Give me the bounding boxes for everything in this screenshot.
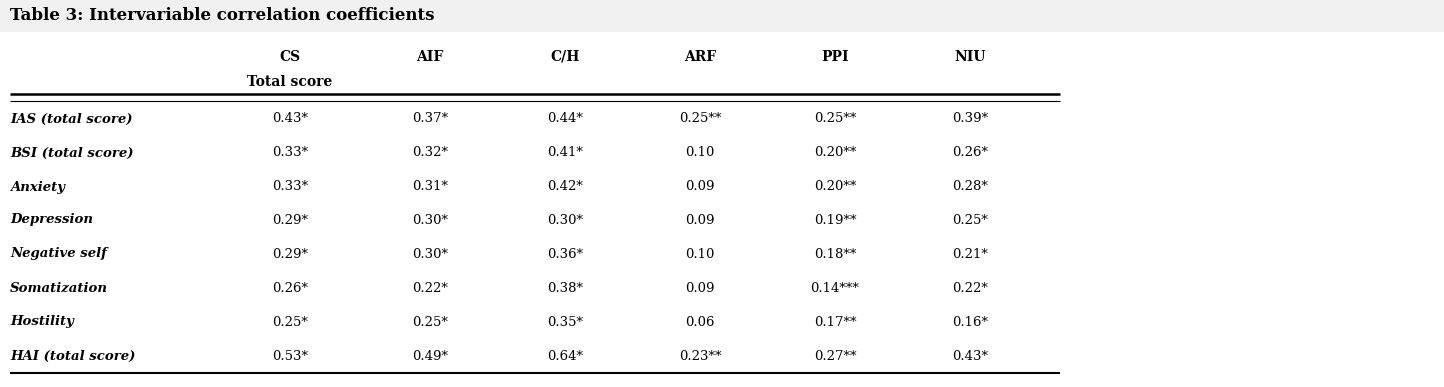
Text: 0.38*: 0.38* <box>547 281 583 295</box>
Text: 0.33*: 0.33* <box>271 147 308 159</box>
Text: ARF: ARF <box>684 50 716 64</box>
Text: 0.36*: 0.36* <box>547 248 583 260</box>
Text: 0.41*: 0.41* <box>547 147 583 159</box>
Text: 0.32*: 0.32* <box>412 147 448 159</box>
Text: 0.09: 0.09 <box>686 180 715 194</box>
Text: NIU: NIU <box>954 50 986 64</box>
Text: AIF: AIF <box>416 50 443 64</box>
Text: 0.44*: 0.44* <box>547 113 583 125</box>
Text: 0.43*: 0.43* <box>952 349 988 363</box>
Text: 0.43*: 0.43* <box>271 113 308 125</box>
Text: 0.26*: 0.26* <box>271 281 308 295</box>
Text: Negative self: Negative self <box>10 248 107 260</box>
Text: 0.29*: 0.29* <box>271 248 308 260</box>
Text: 0.26*: 0.26* <box>952 147 988 159</box>
Text: 0.29*: 0.29* <box>271 214 308 226</box>
Text: 0.09: 0.09 <box>686 281 715 295</box>
Text: 0.39*: 0.39* <box>952 113 988 125</box>
Text: HAI (total score): HAI (total score) <box>10 349 136 363</box>
Text: 0.22*: 0.22* <box>412 281 448 295</box>
Text: 0.25*: 0.25* <box>952 214 988 226</box>
Text: CS: CS <box>280 50 300 64</box>
Text: IAS (total score): IAS (total score) <box>10 113 133 125</box>
Text: 0.22*: 0.22* <box>952 281 988 295</box>
Text: 0.06: 0.06 <box>686 315 715 329</box>
Text: 0.30*: 0.30* <box>547 214 583 226</box>
Text: 0.53*: 0.53* <box>271 349 308 363</box>
Text: 0.16*: 0.16* <box>952 315 988 329</box>
Text: 0.25*: 0.25* <box>412 315 448 329</box>
Text: 0.35*: 0.35* <box>547 315 583 329</box>
Text: 0.18**: 0.18** <box>814 248 856 260</box>
Text: PPI: PPI <box>822 50 849 64</box>
Text: BSI (total score): BSI (total score) <box>10 147 133 159</box>
Text: 0.10: 0.10 <box>686 248 715 260</box>
Text: 0.64*: 0.64* <box>547 349 583 363</box>
Text: 0.10: 0.10 <box>686 147 715 159</box>
Text: 0.25**: 0.25** <box>814 113 856 125</box>
Text: 0.30*: 0.30* <box>412 248 448 260</box>
Text: 0.33*: 0.33* <box>271 180 308 194</box>
Text: 0.31*: 0.31* <box>412 180 448 194</box>
Text: 0.20**: 0.20** <box>814 147 856 159</box>
Text: 0.25*: 0.25* <box>271 315 308 329</box>
Text: 0.23**: 0.23** <box>679 349 721 363</box>
Text: 0.19**: 0.19** <box>814 214 856 226</box>
Text: 0.20**: 0.20** <box>814 180 856 194</box>
Text: Total score: Total score <box>247 75 332 89</box>
Text: 0.17**: 0.17** <box>814 315 856 329</box>
Text: Depression: Depression <box>10 214 92 226</box>
Text: 0.09: 0.09 <box>686 214 715 226</box>
Text: 0.21*: 0.21* <box>952 248 988 260</box>
Text: C/H: C/H <box>550 50 579 64</box>
Text: 0.25**: 0.25** <box>679 113 721 125</box>
Bar <box>0 0 1444 32</box>
Text: Hostility: Hostility <box>10 315 74 329</box>
Text: 0.14***: 0.14*** <box>810 281 859 295</box>
Text: 0.37*: 0.37* <box>412 113 448 125</box>
Text: Anxiety: Anxiety <box>10 180 65 194</box>
Text: Somatization: Somatization <box>10 281 108 295</box>
Text: 0.42*: 0.42* <box>547 180 583 194</box>
Text: 0.28*: 0.28* <box>952 180 988 194</box>
Text: 0.30*: 0.30* <box>412 214 448 226</box>
Text: 0.27**: 0.27** <box>814 349 856 363</box>
Text: 0.49*: 0.49* <box>412 349 448 363</box>
Text: Table 3: Intervariable correlation coefficients: Table 3: Intervariable correlation coeff… <box>10 7 435 24</box>
